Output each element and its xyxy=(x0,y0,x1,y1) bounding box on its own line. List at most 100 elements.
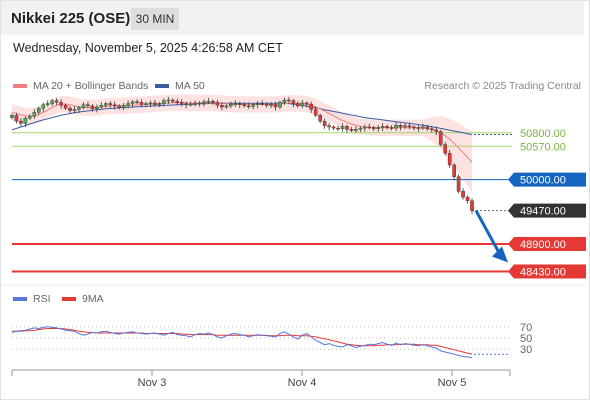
candle-body xyxy=(354,129,358,131)
candle-body xyxy=(470,200,474,211)
candle-body xyxy=(380,126,385,128)
candle-body xyxy=(170,99,175,102)
candle-body xyxy=(269,104,273,106)
candle-body xyxy=(394,124,398,129)
candle-body xyxy=(112,104,117,107)
candle-body xyxy=(157,103,162,105)
candle-body xyxy=(363,126,367,129)
candle-body xyxy=(153,102,157,105)
level-tag-arrow-4 xyxy=(508,236,514,251)
candle-body xyxy=(452,164,456,177)
candle-body xyxy=(135,101,139,103)
candle-body xyxy=(220,105,224,108)
candle-body xyxy=(130,101,135,104)
rsi-ma-swatch xyxy=(62,297,76,301)
candle-body xyxy=(202,101,206,104)
legend-ma20-label: MA 20 + Bollinger Bands xyxy=(33,80,149,92)
candle-body xyxy=(407,125,412,128)
candle-body xyxy=(10,115,14,118)
candle-body xyxy=(376,127,381,129)
legend-ma50: MA 50 xyxy=(155,80,205,92)
candle-body xyxy=(278,102,282,108)
candle-body xyxy=(184,103,188,105)
candle-body xyxy=(242,104,247,107)
legend-ma50-label: MA 50 xyxy=(175,80,205,92)
candle-body xyxy=(237,103,242,105)
candle-body xyxy=(72,109,77,111)
level-label-3: 49470.00 xyxy=(520,206,566,218)
candle-body xyxy=(434,129,439,132)
projection-arrowhead xyxy=(492,246,508,263)
candle-body xyxy=(77,107,81,110)
candle-body xyxy=(443,144,448,154)
candle-body xyxy=(430,128,434,131)
legend-9ma-label: 9MA xyxy=(82,293,104,305)
level-label-4: 48900.00 xyxy=(520,239,566,251)
level-label-2: 50000.00 xyxy=(520,175,566,187)
candle-body xyxy=(28,116,32,119)
candle-body xyxy=(331,126,336,129)
candle-body xyxy=(291,100,296,104)
candle-body xyxy=(461,191,465,198)
candle-body xyxy=(162,100,166,104)
candle-body xyxy=(273,104,278,108)
candle-body xyxy=(14,115,19,122)
candle-body xyxy=(304,102,309,105)
x-tick-label-1: Nov 4 xyxy=(288,377,317,389)
candle-body xyxy=(121,105,126,108)
candle-body xyxy=(229,103,233,107)
candle-body xyxy=(59,102,63,106)
level-label-1: 50570.00 xyxy=(520,141,566,153)
candle-body xyxy=(224,105,229,108)
candle-body xyxy=(264,103,269,106)
candle-body xyxy=(336,127,340,130)
rsi-ma-line xyxy=(12,328,473,355)
candle-body xyxy=(255,103,260,105)
candle-body xyxy=(456,176,461,192)
level-tag-5 xyxy=(514,264,586,279)
candle-body xyxy=(45,103,50,105)
candle-body xyxy=(95,106,99,110)
instrument-title: Nikkei 225 (OSE) xyxy=(11,10,131,27)
candle-body xyxy=(246,105,251,108)
candle-body xyxy=(327,125,331,128)
level-tag-2 xyxy=(514,172,586,187)
candle-body xyxy=(166,99,171,102)
candle-body xyxy=(139,102,144,105)
candle-body xyxy=(260,103,264,105)
candle-body xyxy=(300,102,305,107)
ma50-swatch xyxy=(155,84,169,88)
candle-body xyxy=(358,127,363,130)
level-label-5: 48430.00 xyxy=(520,266,566,278)
rsi-line xyxy=(11,326,473,359)
legend-rsi: RSI xyxy=(13,293,51,305)
candle-body xyxy=(19,120,23,124)
candle-body xyxy=(340,126,345,129)
rsi-tick-30: 30 xyxy=(520,344,532,356)
candle-body xyxy=(296,103,300,107)
candle-body xyxy=(179,102,184,104)
candle-body xyxy=(421,126,425,129)
candle-body xyxy=(81,104,86,108)
level-tag-arrow-2 xyxy=(508,172,514,187)
candle-body xyxy=(447,153,452,166)
candle-body xyxy=(148,102,153,105)
candle-body xyxy=(41,104,46,109)
level-label-0: 50800.00 xyxy=(520,128,566,140)
candle-body xyxy=(63,105,68,109)
candle-body xyxy=(206,101,211,103)
timeframe-button[interactable]: 30 MIN xyxy=(131,8,179,30)
candle-body xyxy=(322,120,327,126)
candle-body xyxy=(318,115,322,122)
candle-body xyxy=(465,196,470,201)
candle-body xyxy=(90,105,95,110)
projection-arrow-shaft xyxy=(474,209,502,256)
candle-body xyxy=(367,126,372,129)
level-tag-4 xyxy=(514,236,586,251)
legend-rsi-label: RSI xyxy=(33,293,51,305)
candle-body xyxy=(211,101,215,103)
candle-body xyxy=(50,100,54,104)
candle-body xyxy=(197,102,202,105)
candle-body xyxy=(54,100,59,103)
